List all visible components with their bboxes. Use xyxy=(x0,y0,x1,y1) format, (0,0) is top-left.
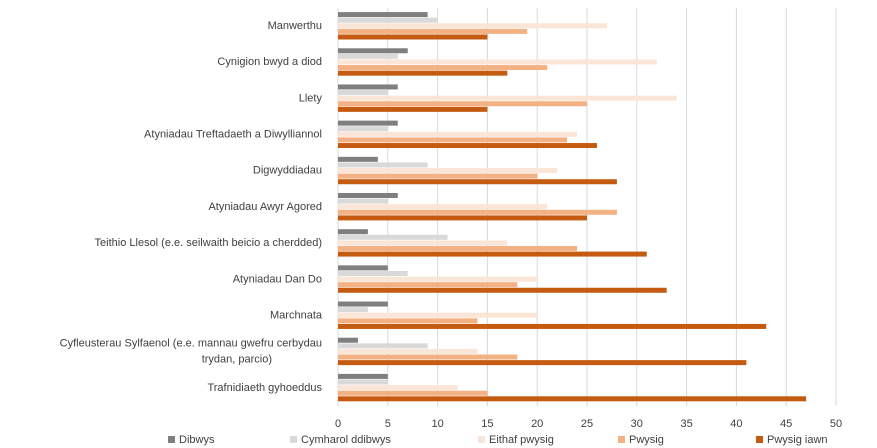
bar xyxy=(338,12,428,18)
legend-label: Dibwys xyxy=(179,434,215,446)
y-tick-label: Llety xyxy=(299,92,323,104)
bar xyxy=(338,137,568,143)
bar xyxy=(338,360,747,366)
bar xyxy=(338,34,488,40)
y-tick-label: Atyniadau Awyr Agored xyxy=(208,201,322,213)
y-tick-label: Cynigion bwyd a diod xyxy=(217,56,322,68)
bar xyxy=(338,143,597,149)
y-tick-label: Trafnidiaeth gyhoeddus xyxy=(207,382,322,394)
bar xyxy=(338,318,478,324)
legend-swatch xyxy=(618,436,625,443)
bar xyxy=(338,23,607,29)
bar xyxy=(338,396,807,402)
legend-swatch xyxy=(290,436,297,443)
bar xyxy=(338,156,378,162)
x-tick-label: 15 xyxy=(481,418,493,430)
y-tick-label: Marchnata xyxy=(270,309,323,321)
bar xyxy=(338,373,388,379)
bar xyxy=(338,276,538,282)
bar xyxy=(338,59,657,65)
bar xyxy=(338,90,388,96)
bar xyxy=(338,120,398,126)
legend-label: Pwysig iawn xyxy=(767,434,828,446)
legend-swatch xyxy=(478,436,485,443)
bar xyxy=(338,343,428,349)
bar xyxy=(338,162,428,168)
legend-label: Pwysig xyxy=(629,434,664,446)
y-tick-label: Teithio Llesol (e.e. seilwaith beicio a … xyxy=(95,237,322,249)
bar xyxy=(338,251,647,257)
bar xyxy=(338,287,667,293)
bar xyxy=(338,270,408,276)
legend-label: Cymharol ddibwys xyxy=(301,434,391,446)
bar xyxy=(338,282,518,288)
bar xyxy=(338,193,398,198)
x-tick-label: 5 xyxy=(385,418,391,430)
bar xyxy=(338,131,578,137)
y-tick-label: Atyniadau Treftadaeth a Diwylliannol xyxy=(144,129,322,141)
bar xyxy=(338,126,388,132)
bar xyxy=(338,28,528,34)
bar xyxy=(338,234,448,240)
bar xyxy=(338,215,587,221)
bar xyxy=(338,385,458,391)
y-tick-label: Digwyddiadau xyxy=(253,165,322,177)
bar xyxy=(338,312,538,318)
bar xyxy=(338,354,518,360)
x-tick-label: 45 xyxy=(780,418,792,430)
x-tick-label: 50 xyxy=(830,418,842,430)
bar xyxy=(338,337,358,343)
bar xyxy=(338,65,548,71)
bar xyxy=(338,265,388,271)
bar xyxy=(338,209,617,215)
bar xyxy=(338,17,438,23)
bar xyxy=(338,84,398,90)
y-tick-label: Atyniadau Dan Do xyxy=(233,273,322,285)
x-tick-label: 30 xyxy=(631,418,643,430)
bar xyxy=(338,48,408,54)
x-tick-label: 35 xyxy=(680,418,692,430)
y-tick-label: Manwerthu xyxy=(268,20,322,32)
bar xyxy=(338,245,578,251)
bar xyxy=(338,348,478,354)
bar xyxy=(338,173,538,179)
legend-swatch xyxy=(756,436,763,443)
bar xyxy=(338,101,587,107)
bar xyxy=(338,70,508,76)
x-tick-label: 40 xyxy=(730,418,742,430)
bar xyxy=(338,379,388,385)
bar xyxy=(338,168,558,174)
legend-swatch xyxy=(168,436,175,443)
legend-label: Eithaf pwysig xyxy=(489,434,554,446)
bar xyxy=(338,307,368,313)
x-tick-label: 25 xyxy=(581,418,593,430)
bar xyxy=(338,53,398,59)
bar xyxy=(338,198,388,204)
bar xyxy=(338,204,548,210)
bar xyxy=(338,323,767,329)
bar xyxy=(338,179,617,185)
bar xyxy=(338,95,677,101)
bar xyxy=(338,240,508,246)
bar xyxy=(338,106,488,112)
x-tick-label: 20 xyxy=(531,418,543,430)
x-tick-label: 10 xyxy=(431,418,443,430)
bar xyxy=(338,229,368,235)
bar xyxy=(338,390,488,396)
y-tick-label: Cyfleusterau Sylfaenol (e.e. mannau gwef… xyxy=(60,338,322,366)
x-tick-label: 0 xyxy=(335,418,341,430)
bar xyxy=(338,301,388,307)
